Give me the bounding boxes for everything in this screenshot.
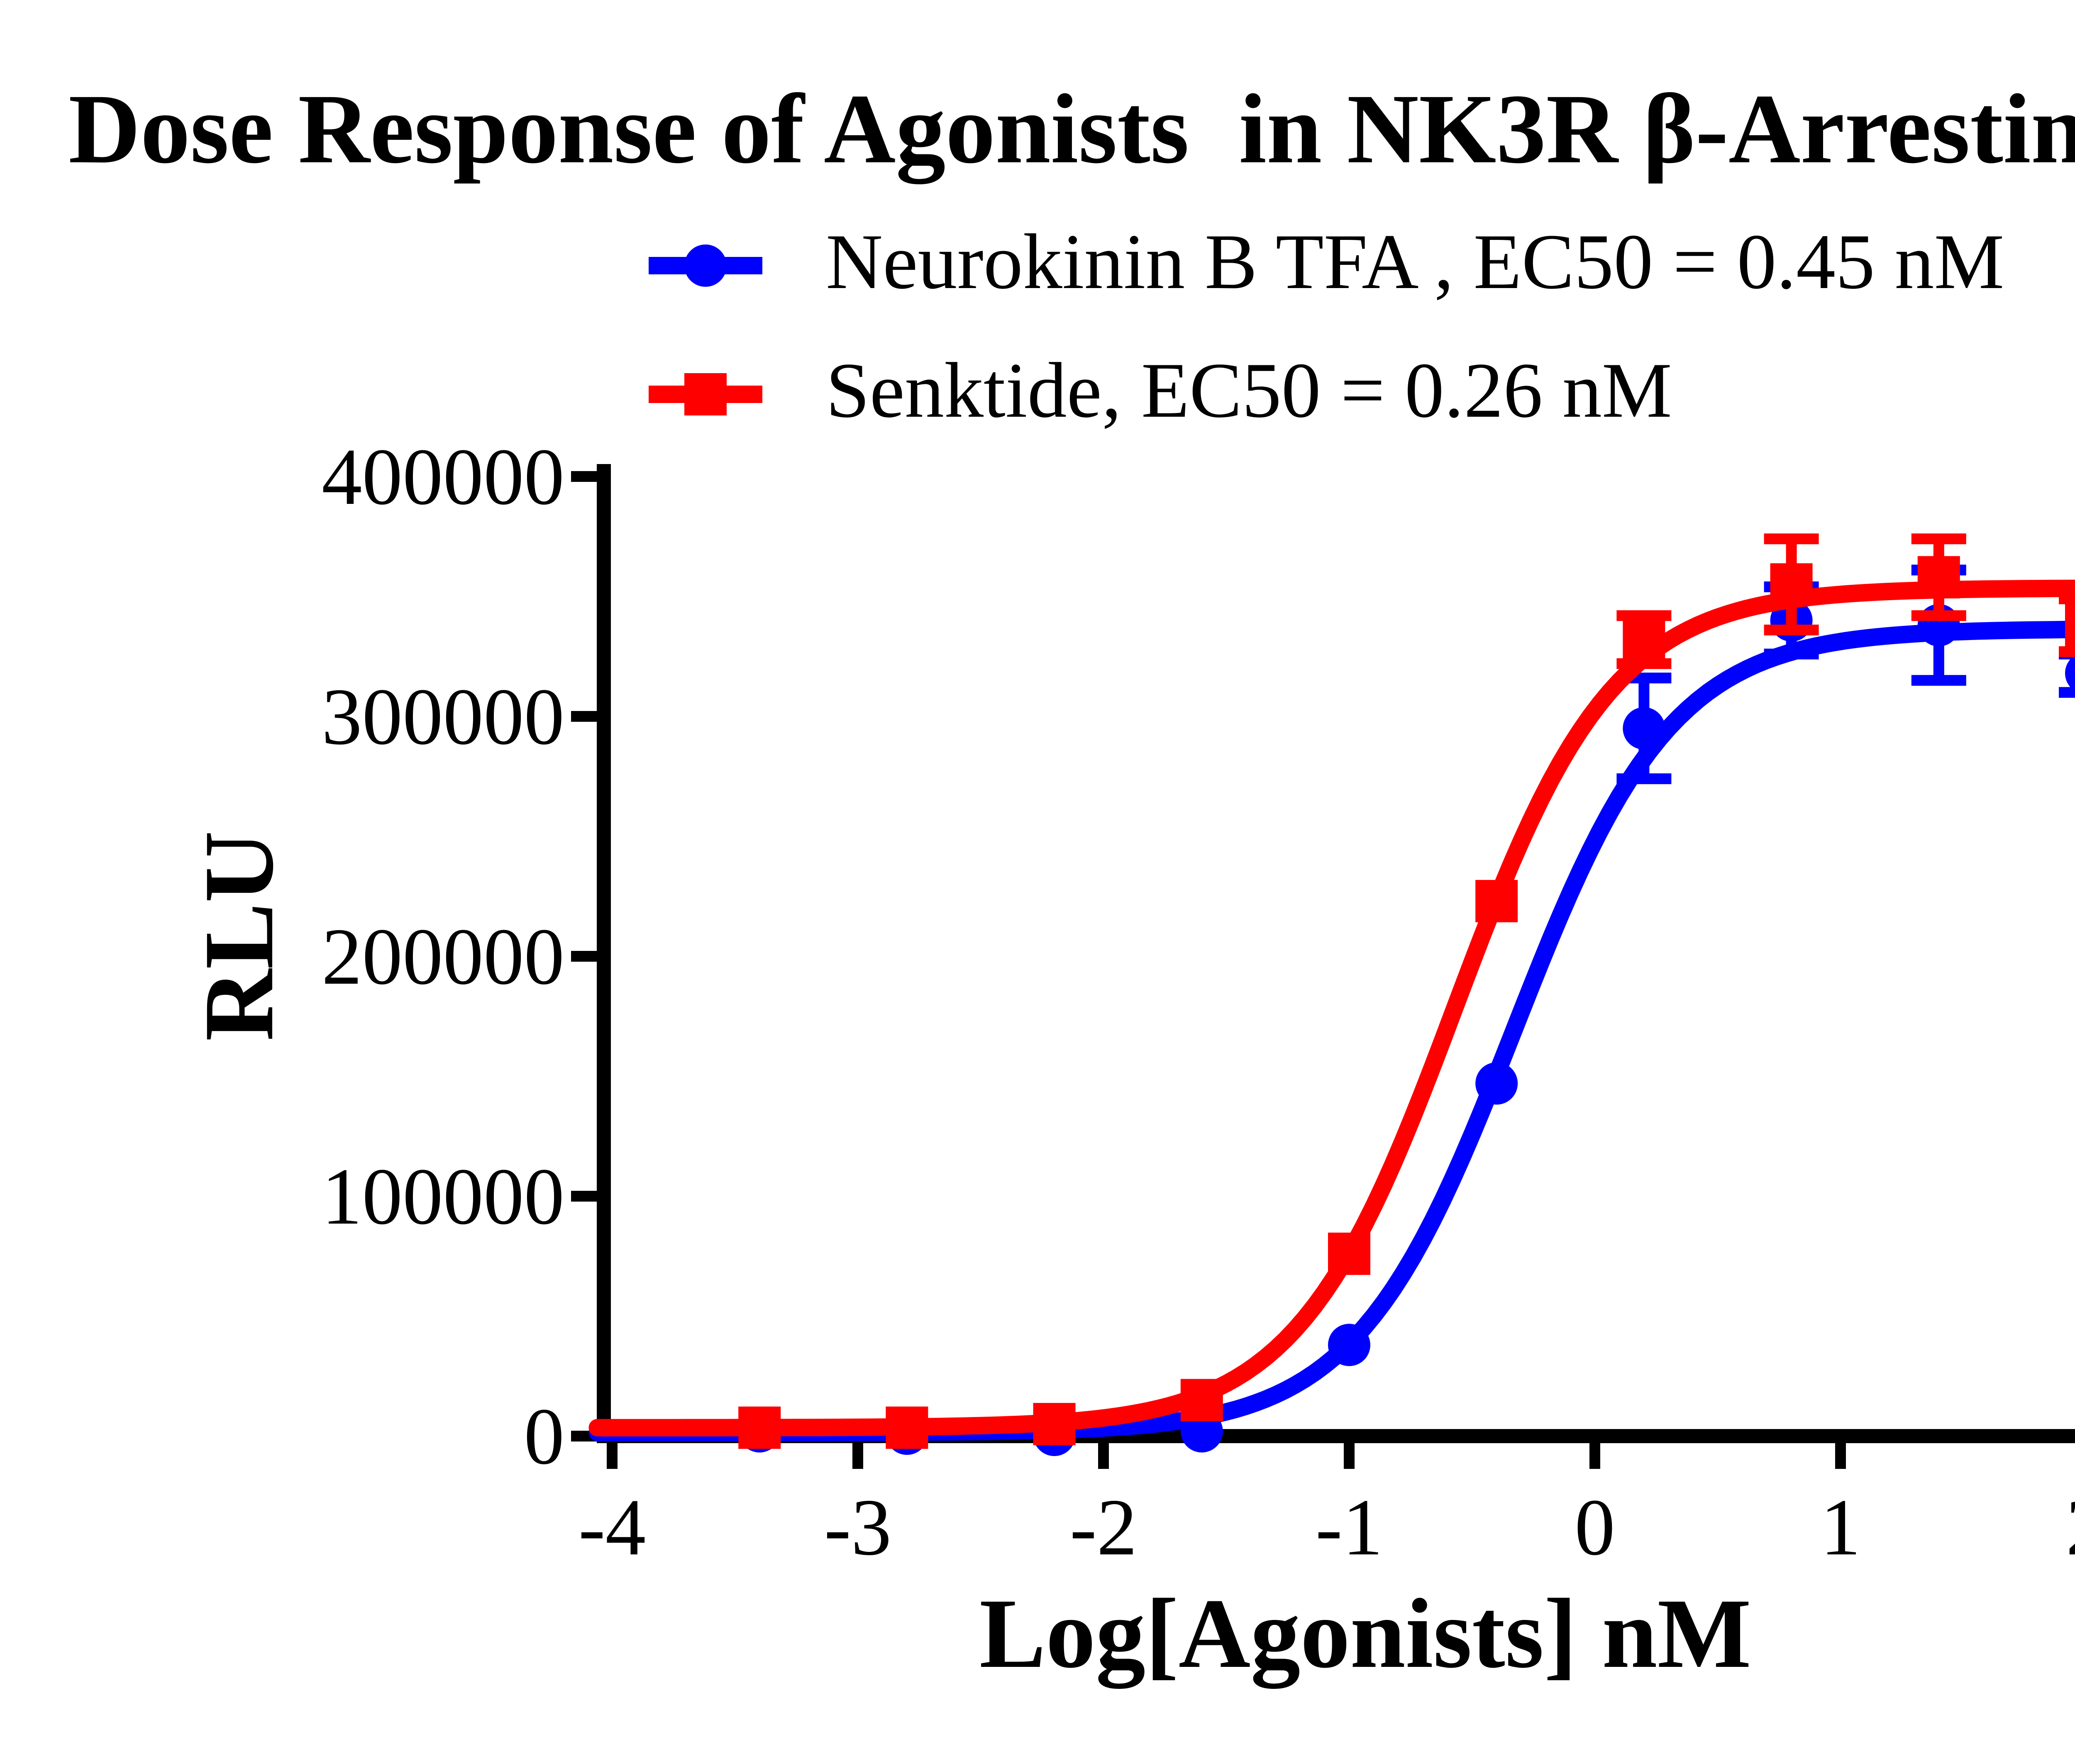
chart-title: Dose Response of Agonists in NK3R β-Arre… [68, 73, 2075, 184]
data-point-marker-square [1033, 1403, 1076, 1446]
legend-square-marker [684, 373, 727, 415]
y-tick-label: 300000 [322, 672, 564, 762]
data-point-marker-square [1475, 880, 1518, 923]
legend-label-senktide: Senktide, EC50 = 0.26 nM [826, 347, 1672, 434]
data-point-marker-circle [1475, 1062, 1518, 1105]
legend-circle-marker [684, 244, 727, 287]
y-tick-label: 400000 [322, 432, 564, 522]
x-tick-label: -1 [1316, 1483, 1383, 1572]
data-point-marker-circle [1623, 707, 1665, 750]
data-point-marker-circle [1328, 1324, 1370, 1366]
x-axis-title: Log[Agonists] nM [979, 1578, 1752, 1688]
x-tick-label: 2 [2066, 1483, 2075, 1572]
data-point-marker-square [2065, 604, 2075, 647]
data-point-marker-square [1180, 1379, 1223, 1422]
fit-curve-senktide [588, 579, 2075, 1437]
data-point-marker-circle [2065, 655, 2075, 691]
data-point-marker-square [1917, 556, 1960, 599]
data-point-marker-square [1770, 563, 1813, 606]
y-tick-label: 200000 [322, 912, 564, 1002]
x-tick-label: -2 [1070, 1483, 1137, 1572]
fit-curve-neurokinin-b-tfa [588, 621, 2075, 1441]
x-tick-label: 1 [1820, 1483, 1861, 1572]
y-tick-label: 0 [524, 1392, 565, 1481]
x-tick-label: -4 [579, 1483, 646, 1572]
y-tick-label: 100000 [322, 1152, 564, 1241]
data-point-marker-square [738, 1406, 781, 1449]
data-point-marker-square [1623, 618, 1665, 661]
x-tick-label: 0 [1575, 1483, 1615, 1572]
legend-label-neurokinin: Neurokinin B TFA , EC50 = 0.45 nM [826, 218, 2004, 305]
x-tick-label: -3 [824, 1483, 891, 1572]
data-point-marker-square [1328, 1232, 1370, 1275]
data-point-marker-square [886, 1406, 928, 1449]
